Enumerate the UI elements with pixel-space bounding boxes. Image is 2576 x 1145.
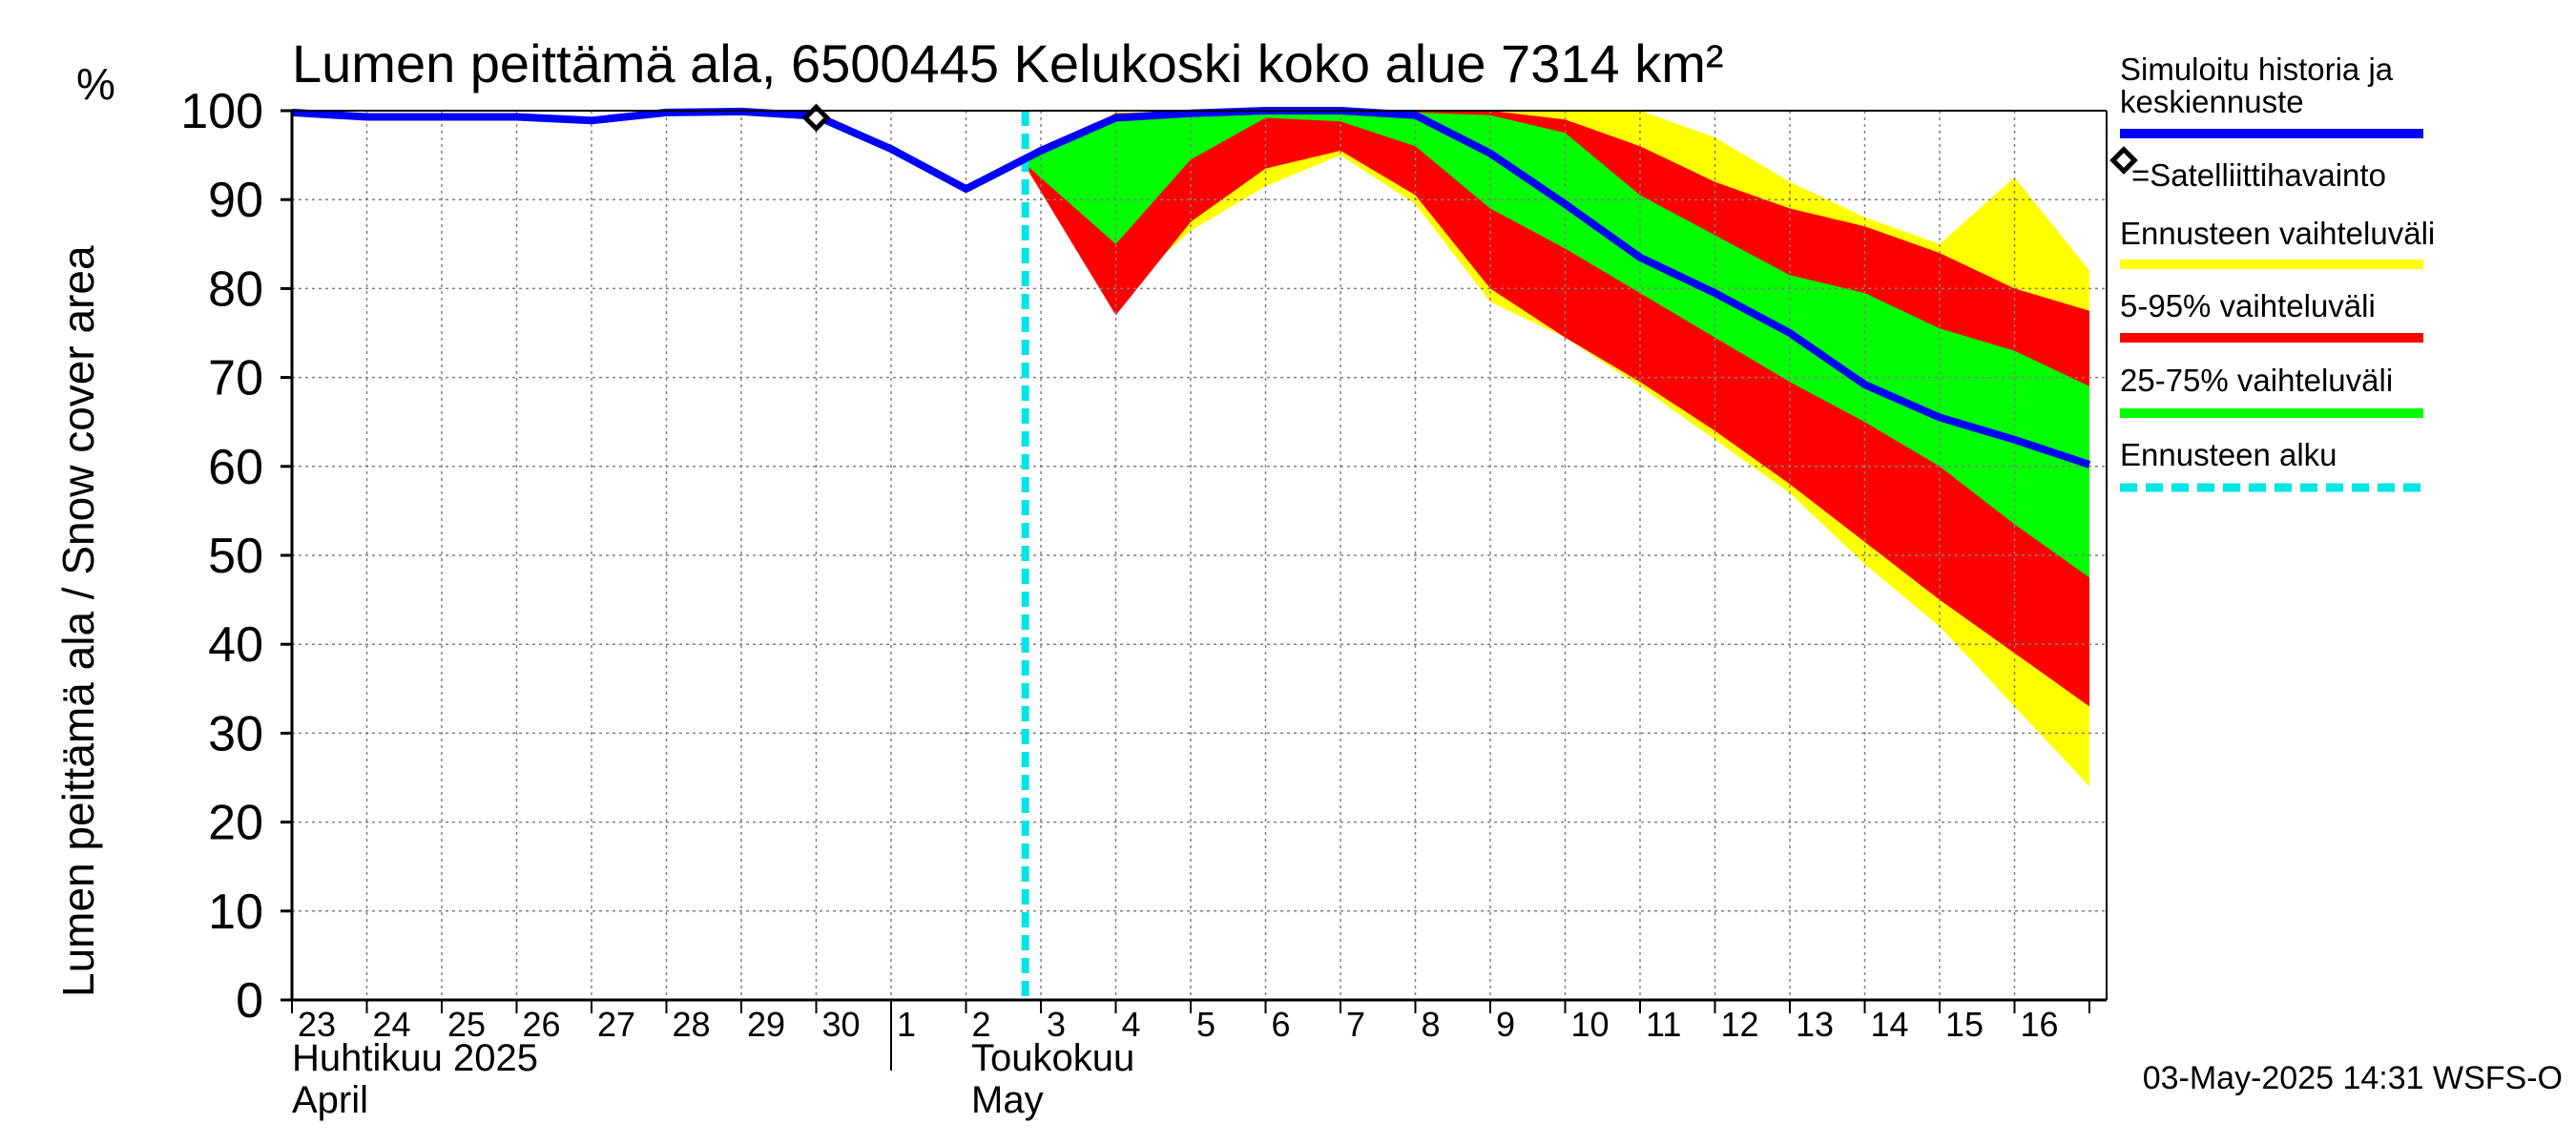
- legend-label-median: Simuloitu historia ja keskiennuste: [2120, 52, 2401, 119]
- x-tick-label: 28: [673, 1005, 711, 1044]
- y-tick-label: 90: [208, 173, 263, 228]
- x-tick-label: 3: [1047, 1005, 1066, 1044]
- x-tick-label: 1: [897, 1005, 916, 1044]
- median-series-line: [291, 107, 2091, 468]
- y-tick-label: 60: [208, 440, 263, 495]
- forecast-bands: [1025, 111, 2089, 787]
- y-tick-label: 100: [180, 84, 263, 139]
- x-tick-label: 27: [597, 1005, 635, 1044]
- legend-observation-marker: [2109, 146, 2138, 175]
- x-tick-label: 7: [1346, 1005, 1365, 1044]
- legend-label-median-line1: Simuloitu historia ja: [2120, 52, 2394, 87]
- x-tick-label: 26: [523, 1005, 561, 1044]
- band-5-95: [1025, 111, 2089, 707]
- satellite-observation-marker: [801, 103, 831, 133]
- x-tick-label: 23: [298, 1005, 336, 1044]
- legend-label-observation: =Satelliittihavainto: [2131, 157, 2386, 193]
- legend: Simuloitu historia ja keskiennuste =Sate…: [2109, 52, 2435, 492]
- x-tick-label: 30: [822, 1005, 861, 1044]
- x-tick-label: 14: [1871, 1005, 1909, 1044]
- y-tick-label: 80: [208, 261, 263, 317]
- footer-timestamp: 03-May-2025 14:31 WSFS-O: [2143, 1060, 2563, 1096]
- x-tick-label: 10: [1571, 1005, 1610, 1044]
- y-tick-labels: 0 10 20 30 40 50 60 70 80 90 100: [180, 84, 263, 1029]
- x-tick-label: 15: [1945, 1005, 1984, 1044]
- x-tick-label: 5: [1196, 1005, 1215, 1044]
- x-tick-label: 29: [747, 1005, 785, 1044]
- y-tick-label: 30: [208, 706, 263, 761]
- month-label-april-fi: Huhtikuu 2025: [292, 1037, 538, 1079]
- x-tick-label: 16: [2021, 1005, 2059, 1044]
- grid-lines: [292, 110, 2107, 1001]
- month-label-may-en: May: [971, 1079, 1044, 1121]
- y-tick-label: 10: [208, 885, 263, 940]
- legend-label-5-95: 5-95% vaihteluväli: [2120, 288, 2376, 323]
- y-tick-label: 40: [208, 617, 263, 673]
- y-tick-label: 0: [236, 973, 263, 1029]
- x-tick-label: 12: [1721, 1005, 1759, 1044]
- y-unit-label: %: [76, 59, 115, 109]
- y-tick-label: 50: [208, 529, 263, 584]
- x-tick-labels: 23 24 25 26 27 28 29 30 1 2 3 4 5 6 7 8 9 10 11 12 13 14 15 16: [298, 1005, 2059, 1044]
- month-label-april-en: April: [292, 1079, 368, 1121]
- y-tick-label: 20: [208, 796, 263, 851]
- legend-label-forecast-start: Ennusteen alku: [2120, 437, 2337, 472]
- legend-label-range: Ennusteen vaihteluväli: [2120, 216, 2435, 251]
- x-tick-label: 11: [1646, 1005, 1681, 1044]
- chart-title: Lumen peittämä ala, 6500445 Kelukoski ko…: [292, 33, 1724, 94]
- band-25-75: [1025, 111, 2089, 578]
- x-tick-label: 25: [447, 1005, 486, 1044]
- y-axis-label: Lumen peittämä ala / Snow cover area: [53, 245, 103, 997]
- legend-label-25-75: 25-75% vaihteluväli: [2120, 363, 2393, 398]
- x-tick-label: 24: [373, 1005, 411, 1044]
- x-tick-label: 9: [1496, 1005, 1515, 1044]
- x-tick-label: 4: [1122, 1005, 1141, 1044]
- plot-frame: [280, 109, 2108, 1071]
- x-tick-label: 8: [1422, 1005, 1441, 1044]
- x-tick-label: 13: [1796, 1005, 1834, 1044]
- x-tick-label: 6: [1272, 1005, 1291, 1044]
- month-label-may-fi: Toukokuu: [971, 1037, 1134, 1079]
- y-tick-label: 70: [208, 351, 263, 406]
- x-tick-label: 2: [972, 1005, 991, 1044]
- legend-label-median-line2: keskiennuste: [2120, 84, 2304, 119]
